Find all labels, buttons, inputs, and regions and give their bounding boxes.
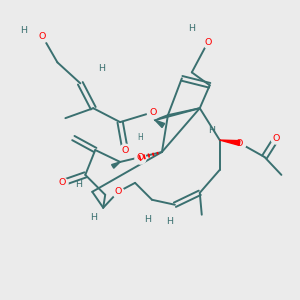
Text: H: H xyxy=(208,126,215,135)
Text: H: H xyxy=(145,215,152,224)
Text: O: O xyxy=(204,38,212,47)
Polygon shape xyxy=(155,120,165,127)
Text: H: H xyxy=(167,217,173,226)
Polygon shape xyxy=(220,140,240,145)
Text: O: O xyxy=(149,108,157,117)
Text: O: O xyxy=(115,187,122,196)
Text: H: H xyxy=(188,24,195,33)
Text: H: H xyxy=(98,64,105,73)
Text: H: H xyxy=(137,133,143,142)
Text: H: H xyxy=(75,180,82,189)
Text: O: O xyxy=(236,139,243,148)
Polygon shape xyxy=(112,162,120,168)
Text: O: O xyxy=(39,32,46,41)
Text: H: H xyxy=(20,26,27,35)
Text: O: O xyxy=(273,134,280,142)
Text: O: O xyxy=(136,154,144,163)
Text: H: H xyxy=(90,213,97,222)
Text: O: O xyxy=(122,146,129,154)
Text: O: O xyxy=(59,178,66,187)
